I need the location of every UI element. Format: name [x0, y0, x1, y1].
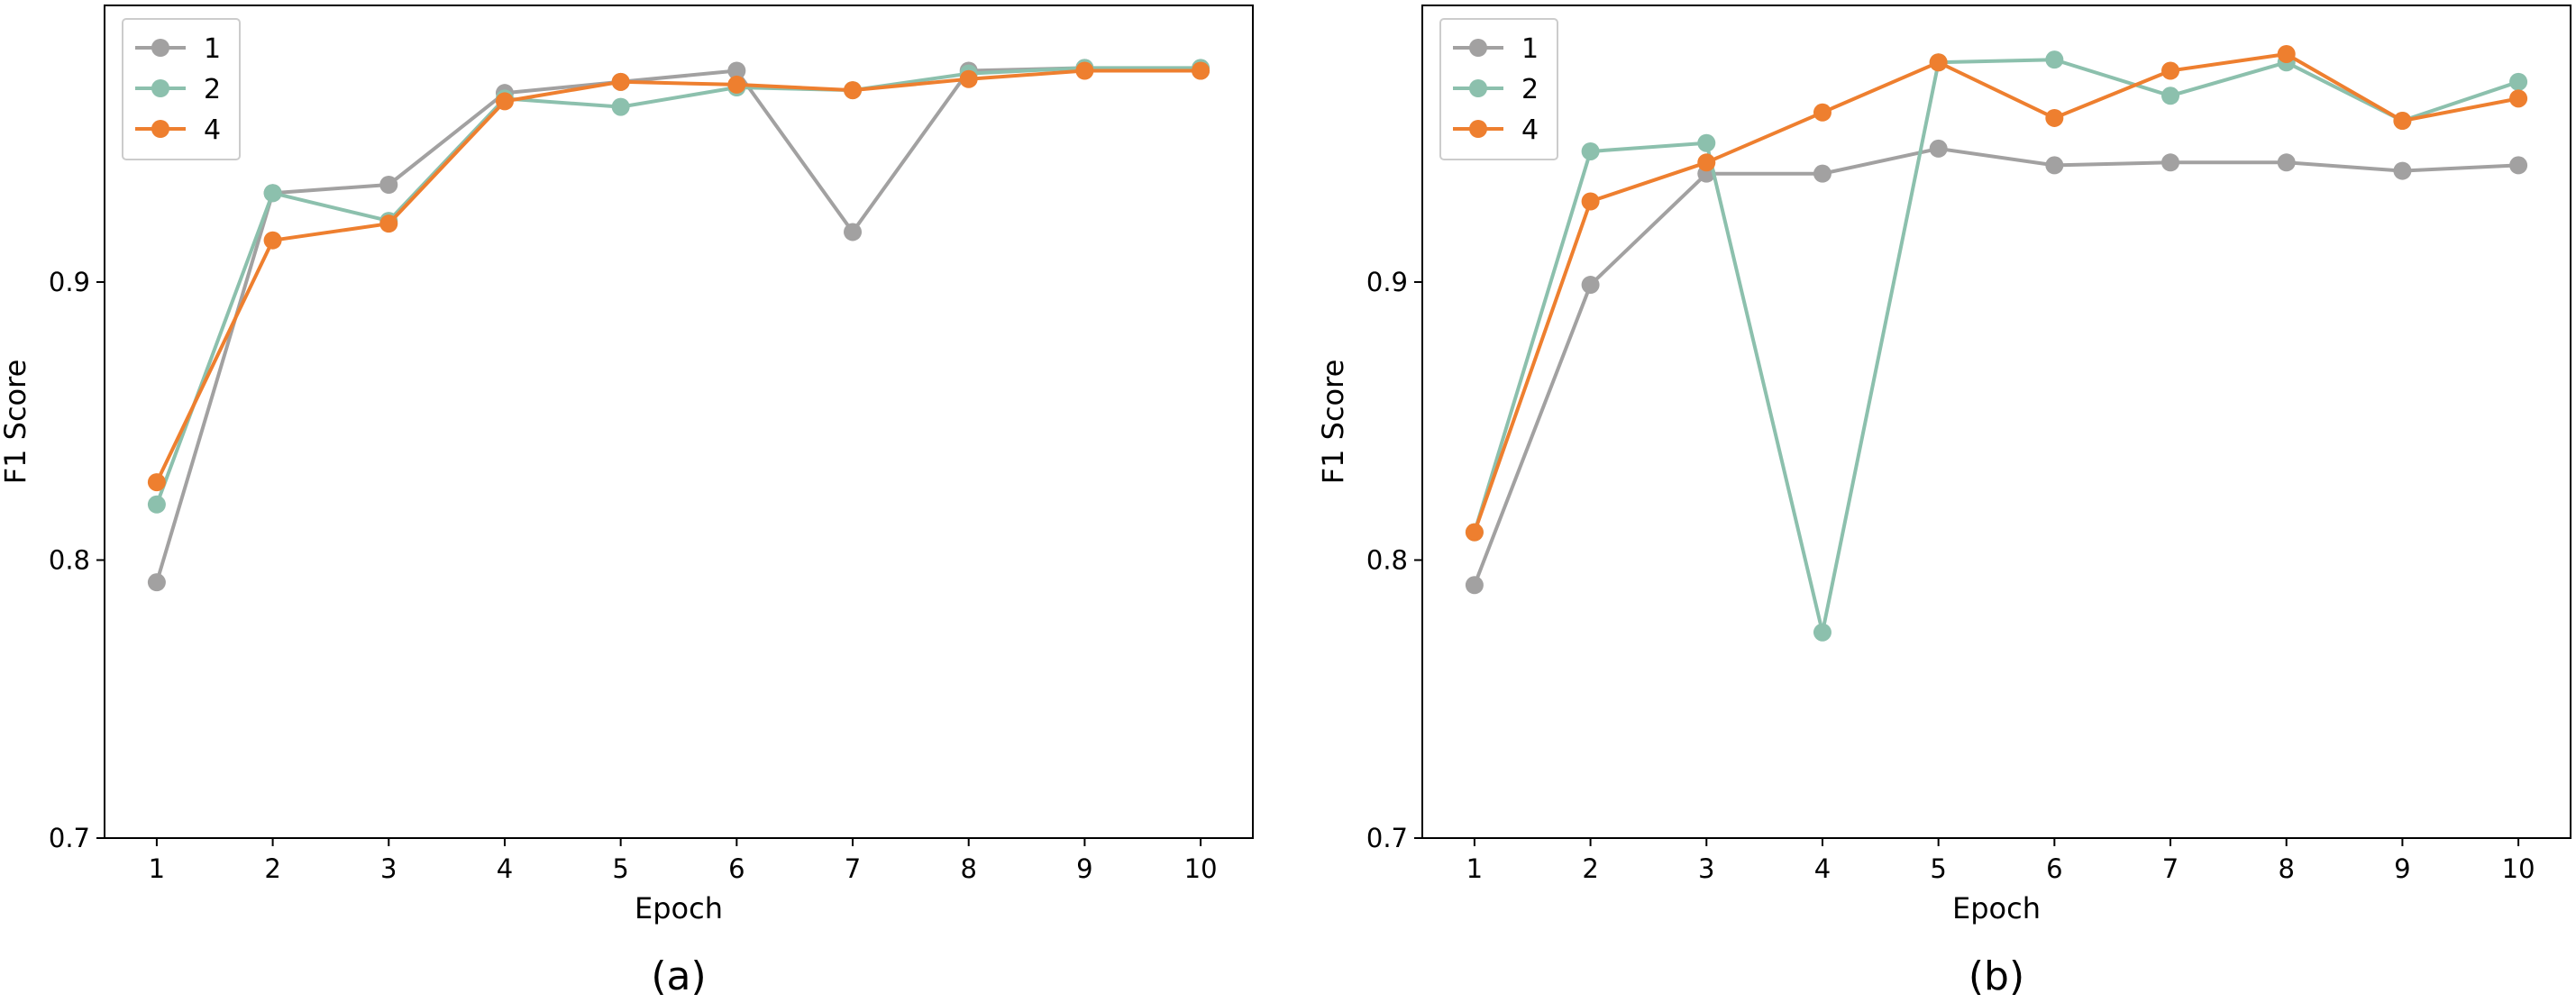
- series-4-point: [1929, 53, 1948, 72]
- series-4-point: [2277, 44, 2296, 63]
- y-tick-label: 0.9: [1366, 267, 1408, 297]
- x-tick-label: 2: [1582, 853, 1598, 884]
- series-1-point: [147, 573, 166, 592]
- series-4-point: [2161, 61, 2180, 80]
- series-2-point: [1581, 141, 1600, 160]
- x-tick-label: 7: [845, 853, 861, 884]
- x-tick-label: 8: [2278, 853, 2294, 884]
- series-1-point: [2277, 153, 2296, 172]
- x-axis-label: Epoch: [635, 891, 723, 925]
- series-4-point: [2509, 89, 2528, 108]
- series-2-point: [263, 184, 282, 203]
- series-4-point: [844, 81, 863, 100]
- series-4-point: [379, 214, 398, 233]
- series-4-point: [263, 231, 282, 250]
- plot-frame: [1421, 5, 2571, 839]
- panel-caption: (a): [651, 953, 706, 999]
- series-2-point: [147, 495, 166, 514]
- series-1-point: [2045, 156, 2064, 175]
- x-tick-label: 5: [1930, 853, 1946, 884]
- series-2-point: [2509, 72, 2528, 91]
- series-2-point: [611, 97, 630, 116]
- series-1-point: [1813, 164, 1832, 183]
- series-2-point: [2045, 50, 2064, 69]
- series-1-point: [844, 223, 863, 242]
- series-1-point: [379, 175, 398, 194]
- x-tick-label: 6: [2046, 853, 2062, 884]
- x-tick-label: 3: [380, 853, 397, 884]
- legend-marker-4: [1469, 120, 1487, 138]
- series-1-line: [1473, 146, 2519, 587]
- y-tick-label: 0.8: [49, 544, 90, 575]
- y-tick-label: 0.7: [1366, 823, 1408, 853]
- legend-marker-2: [151, 79, 169, 97]
- x-tick-label: 1: [1466, 853, 1483, 884]
- series-2-point: [2161, 87, 2180, 105]
- series-4-point: [727, 75, 746, 94]
- x-tick-label: 2: [264, 853, 280, 884]
- series-4-point: [611, 72, 630, 91]
- x-tick-label: 9: [1076, 853, 1092, 884]
- x-tick-label: 3: [1698, 853, 1714, 884]
- series-4-point: [495, 92, 514, 111]
- series-4-point: [2393, 112, 2412, 131]
- x-tick-label: 10: [2502, 853, 2535, 884]
- series-1-point: [1929, 139, 1948, 158]
- series-4-point: [1075, 61, 1094, 80]
- x-tick-label: 4: [497, 853, 513, 884]
- series-1-point: [1581, 276, 1600, 295]
- legend-marker-2: [1469, 79, 1487, 97]
- series-2-line: [155, 66, 1201, 506]
- legend-label-4: 4: [204, 114, 221, 146]
- legend-label-4: 4: [1521, 114, 1539, 146]
- x-tick-label: 9: [2394, 853, 2410, 884]
- legend-marker-4: [151, 120, 169, 138]
- legend-label-2: 2: [204, 74, 221, 105]
- series-4-line: [1473, 52, 2519, 533]
- panel-a: 1 2 3 4 5 6 7 8 9 10 0.7 0.8 0.9 Epoch F1 Score 1 2 4 (a): [0, 5, 1254, 999]
- plot-frame: [104, 5, 1254, 839]
- series-4-point: [1581, 192, 1600, 211]
- series-4-point: [2045, 108, 2064, 127]
- series-4-line: [155, 68, 1201, 483]
- series-1-point: [1465, 576, 1484, 595]
- legend-label-2: 2: [1521, 74, 1539, 105]
- legend-label-1: 1: [1521, 33, 1539, 65]
- y-tick-label: 0.7: [49, 823, 90, 853]
- x-tick-label: 5: [612, 853, 628, 884]
- legend-marker-1: [1469, 39, 1487, 57]
- y-axis-label: F1 Score: [0, 360, 32, 485]
- panel-b: 1 2 3 4 5 6 7 8 9 10 0.7 0.8 0.9 Epoch F1 Score 1 2 4 (b): [1316, 5, 2571, 999]
- x-tick-label: 4: [1814, 853, 1831, 884]
- series-1-point: [2161, 153, 2180, 172]
- legend-marker-1: [151, 39, 169, 57]
- series-1-line: [154, 66, 1201, 583]
- series-4-point: [147, 473, 166, 492]
- series-2-point: [1813, 623, 1832, 642]
- series-4-point: [959, 69, 978, 88]
- series-1-point: [2509, 156, 2528, 175]
- series-4-point: [1697, 153, 1716, 172]
- series-4-point: [1813, 103, 1832, 122]
- x-tick-label: 10: [1184, 853, 1218, 884]
- series-4-point: [1465, 523, 1484, 542]
- series-1-point: [2393, 161, 2412, 180]
- x-tick-label: 7: [2162, 853, 2179, 884]
- legend-label-1: 1: [204, 33, 221, 65]
- y-tick-label: 0.8: [1366, 544, 1408, 575]
- series-2-line: [1472, 58, 2519, 634]
- y-tick-label: 0.9: [49, 267, 90, 297]
- x-tick-label: 6: [728, 853, 744, 884]
- series-2-point: [1697, 133, 1716, 152]
- x-axis-label: Epoch: [1952, 891, 2041, 925]
- x-tick-label: 8: [960, 853, 976, 884]
- series-1-point: [727, 61, 746, 80]
- series-4-point: [1192, 61, 1210, 80]
- x-tick-label: 1: [149, 853, 165, 884]
- panel-caption: (b): [1969, 953, 2024, 999]
- y-axis-label: F1 Score: [1316, 360, 1350, 485]
